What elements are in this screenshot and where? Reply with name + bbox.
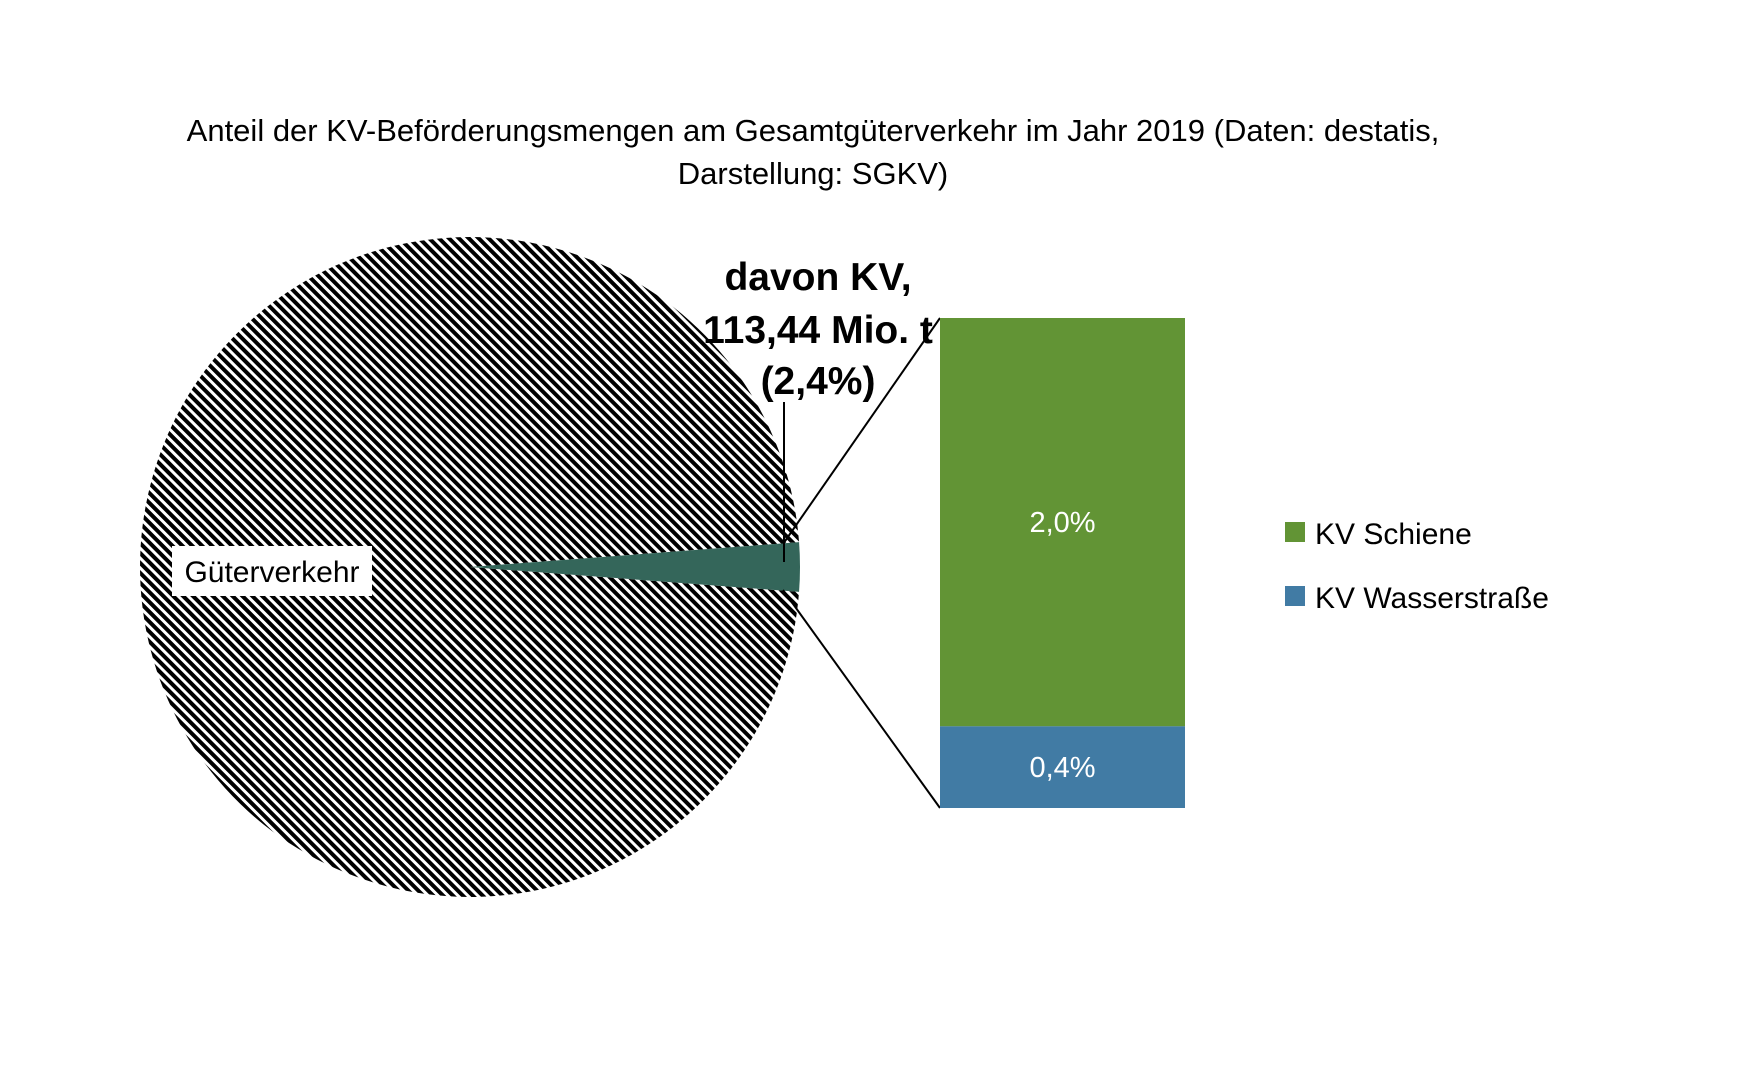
kv-annotation-line-1: davon KV, [724, 256, 911, 299]
chart-subtitle: Darstellung: SGKV) [678, 156, 949, 191]
pie-slice-gueterverkehr [139, 236, 800, 897]
chart-title: Anteil der KV-Beförderungsmengen am Gesa… [187, 113, 1440, 148]
pie: Güterverkehr [139, 236, 800, 897]
pie-label-text: Güterverkehr [184, 556, 359, 589]
bar-segment-kv-wasserstrasse [940, 726, 1185, 808]
bar-label-kv-schiene: 2,0% [1029, 507, 1095, 539]
legend-swatch-kv-wasserstrasse [1285, 586, 1305, 606]
bar-label-kv-wasserstrasse: 0,4% [1029, 752, 1095, 784]
pie-slice-kv [470, 542, 800, 592]
pie-label-gueterverkehr: Güterverkehr [172, 546, 372, 596]
bar-segment-kv-schiene [940, 318, 1185, 727]
legend-label-kv-schiene: KV Schiene [1315, 518, 1472, 551]
pie-label-background [172, 546, 372, 596]
legend-label-kv-wasserstrasse: KV Wasserstraße [1315, 582, 1549, 615]
kv-annotation-line-2: 113,44 Mio. t [703, 309, 933, 352]
connector-line-top [782, 317, 941, 545]
bar-of-pie: 2,0% 0,4% [940, 318, 1185, 808]
connector-line-bottom [782, 589, 941, 809]
legend: KV Schiene KV Wasserstraße [1285, 518, 1549, 615]
kv-annotation-line-3: (2,4%) [761, 360, 876, 403]
legend-swatch-kv-schiene [1285, 522, 1305, 542]
